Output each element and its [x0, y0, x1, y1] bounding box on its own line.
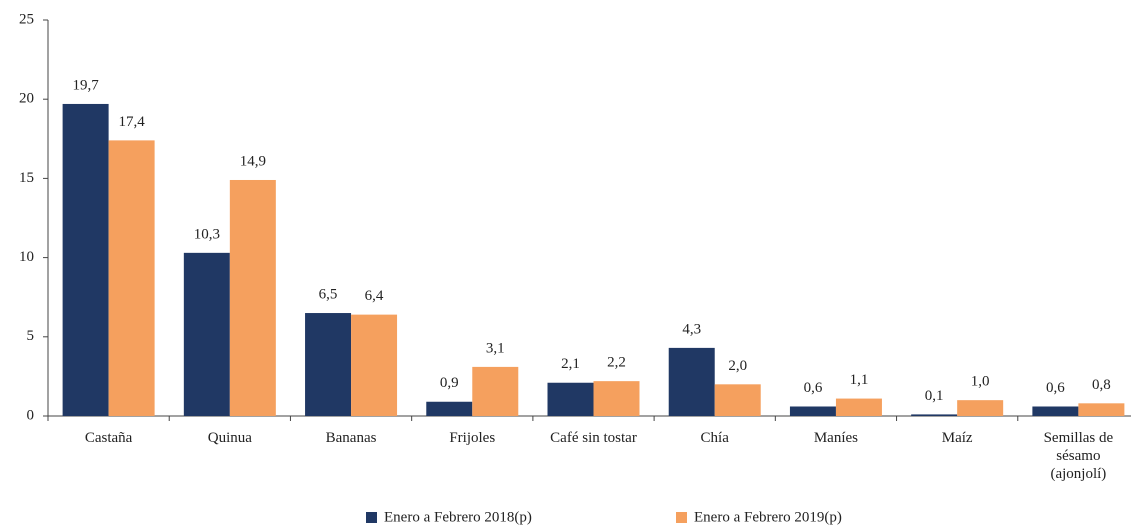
bar: [593, 381, 640, 416]
y-tick-label: 20: [19, 91, 34, 107]
data-label: 2,0: [728, 358, 747, 374]
x-tick-label: Quinua: [207, 430, 252, 446]
data-label: 0,9: [440, 375, 459, 391]
data-label: 6,5: [319, 286, 338, 302]
bar: [229, 179, 276, 416]
data-label: 17,4: [118, 114, 145, 130]
legend-label: Enero a Febrero 2018(p): [384, 509, 532, 525]
data-label: 0,8: [1092, 377, 1111, 393]
data-label: 1,1: [850, 372, 869, 388]
bar: [1032, 406, 1079, 416]
bar: [547, 382, 594, 416]
bar: [426, 401, 473, 416]
data-label: 2,1: [561, 356, 580, 372]
bar: [108, 140, 155, 416]
bar: [305, 313, 352, 416]
bar: [472, 366, 519, 416]
y-tick-label: 15: [19, 170, 34, 186]
data-label: 0,1: [925, 388, 944, 404]
legend-swatch: [366, 512, 377, 523]
y-tick-label: 10: [19, 249, 34, 265]
data-label: 6,4: [365, 288, 384, 304]
bar: [62, 103, 109, 417]
y-tick-label: 5: [27, 328, 35, 344]
data-label: 14,9: [240, 153, 266, 169]
data-label: 0,6: [1046, 380, 1065, 396]
bar: [957, 400, 1004, 416]
bar: [911, 414, 958, 416]
data-label: 4,3: [682, 321, 701, 337]
x-tick-label: Frijoles: [449, 430, 496, 446]
data-label: 10,3: [194, 226, 220, 242]
x-tick-label: Café sin tostar: [550, 430, 637, 446]
x-tick-label: Bananas: [325, 430, 377, 446]
data-label: 2,2: [607, 355, 626, 371]
bar: [1078, 403, 1125, 416]
legend-swatch: [676, 512, 687, 523]
data-label: 0,6: [804, 380, 823, 396]
x-tick-label: Semillas de sésamo (ajonjolí): [1043, 430, 1114, 482]
y-tick-label: 0: [27, 407, 35, 423]
data-label: 19,7: [72, 77, 99, 93]
x-tick-label: Chía: [700, 430, 729, 446]
bar: [183, 252, 230, 416]
bar: [789, 406, 836, 416]
legend-label: Enero a Febrero 2019(p): [694, 509, 842, 525]
bar: [835, 398, 882, 416]
x-tick-label: Maníes: [813, 430, 859, 446]
bar: [351, 314, 398, 416]
data-label: 3,1: [486, 340, 505, 356]
bar: [668, 347, 715, 416]
data-label: 1,0: [971, 374, 990, 390]
x-tick-label: Castaña: [84, 430, 133, 446]
bar: [714, 384, 761, 416]
y-tick-label: 25: [19, 11, 34, 27]
x-tick-label: Maíz: [941, 430, 973, 446]
